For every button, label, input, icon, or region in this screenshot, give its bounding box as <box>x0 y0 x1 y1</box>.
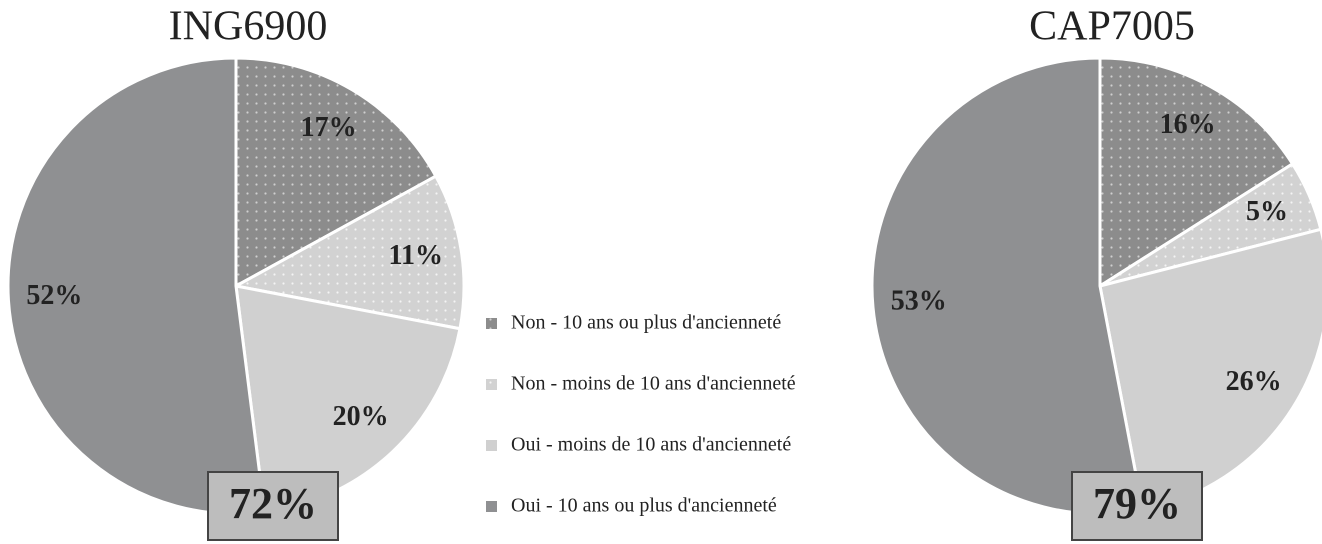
legend-label: Non - 10 ans ou plus d'ancienneté <box>511 312 781 334</box>
slice-label: 26% <box>1226 366 1282 397</box>
pie-title: CAP7005 <box>1029 4 1195 50</box>
legend-swatch <box>486 501 497 512</box>
pie-slice <box>231 174 466 331</box>
annotation-box <box>1071 471 1203 541</box>
slice-label: 17% <box>301 112 357 143</box>
slice-label: 16% <box>1160 109 1216 140</box>
slice-label: 5% <box>1246 196 1288 227</box>
slice-label: 20% <box>333 401 389 432</box>
legend-swatch <box>486 379 497 390</box>
slice-label: 52% <box>26 280 82 311</box>
pie-title: ING6900 <box>169 4 328 50</box>
legend-label: Oui - moins de 10 ans d'ancienneté <box>511 434 791 456</box>
legend-swatch <box>486 440 497 451</box>
legend-label: Oui - 10 ans ou plus d'ancienneté <box>511 495 777 517</box>
legend-label: Non - moins de 10 ans d'ancienneté <box>511 373 796 395</box>
pie-slice <box>870 56 1145 516</box>
annotation: 72% <box>229 479 317 528</box>
legend-swatch <box>486 318 497 329</box>
annotation-box <box>207 471 339 541</box>
pie-slice <box>234 56 438 289</box>
pie-slice <box>6 56 267 516</box>
slice-label: 11% <box>389 240 443 271</box>
pie-slice <box>1098 56 1295 289</box>
annotation: 79% <box>1093 479 1181 528</box>
slice-label: 53% <box>891 286 947 317</box>
